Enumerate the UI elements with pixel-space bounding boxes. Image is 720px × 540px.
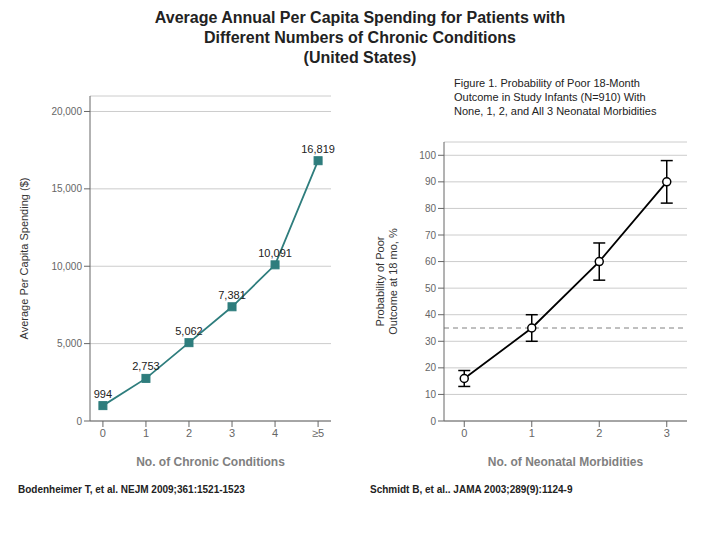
html-text:None, 1, 2, and All 3 Neonatal: None, 1, 2, and All 3 Neonatal Morbiditi… <box>454 105 657 117</box>
svg-text:5,062: 5,062 <box>175 325 203 337</box>
svg-text:0: 0 <box>100 427 106 439</box>
svg-text:50: 50 <box>425 283 437 294</box>
html-text:Outcome in Study Infants (N=91: Outcome in Study Infants (N=910) With <box>454 91 646 103</box>
svg-text:10: 10 <box>425 389 437 400</box>
html-text:(United States): (United States) <box>303 49 417 66</box>
html-text:Average Annual Per Capita Spen: Average Annual Per Capita Spending for P… <box>154 9 566 26</box>
svg-text:7,381: 7,381 <box>218 289 246 301</box>
svg-text:10,000: 10,000 <box>51 261 82 272</box>
svg-text:No. of Chronic Conditions: No. of Chronic Conditions <box>136 455 285 469</box>
svg-text:2,753: 2,753 <box>132 360 160 372</box>
svg-text:3: 3 <box>229 427 235 439</box>
svg-text:20,000: 20,000 <box>51 106 82 117</box>
svg-text:994: 994 <box>94 388 112 400</box>
svg-text:4: 4 <box>272 427 278 439</box>
svg-text:15,000: 15,000 <box>51 183 82 194</box>
html-text:Different Numbers of Chronic C: Different Numbers of Chronic Conditions <box>204 29 516 46</box>
svg-text:No. of Neonatal Morbidities: No. of Neonatal Morbidities <box>488 455 644 469</box>
svg-text:16,819: 16,819 <box>301 143 335 155</box>
svg-text:0: 0 <box>430 416 436 427</box>
svg-text:0: 0 <box>76 416 82 427</box>
svg-text:60: 60 <box>425 256 437 267</box>
html-text:Bodenheimer T, et al. NEJM 200: Bodenheimer T, et al. NEJM 2009;361:1521… <box>18 484 245 495</box>
svg-text:70: 70 <box>425 230 437 241</box>
svg-text:80: 80 <box>425 203 437 214</box>
svg-text:1: 1 <box>529 427 535 439</box>
svg-text:40: 40 <box>425 309 437 320</box>
svg-text:30: 30 <box>425 336 437 347</box>
svg-text:0: 0 <box>461 427 467 439</box>
svg-text:2: 2 <box>186 427 192 439</box>
svg-text:5,000: 5,000 <box>57 338 82 349</box>
svg-text:≥5: ≥5 <box>312 427 324 439</box>
svg-text:100: 100 <box>419 150 436 161</box>
svg-text:3: 3 <box>664 427 670 439</box>
svg-text:Average Per Capita Spending ($: Average Per Capita Spending ($) <box>18 178 30 340</box>
svg-text:1: 1 <box>143 427 149 439</box>
svg-text:90: 90 <box>425 176 437 187</box>
html-text:Figure 1. Probability of Poor: Figure 1. Probability of Poor 18-Month <box>454 77 640 89</box>
svg-text:10,091: 10,091 <box>258 247 292 259</box>
svg-text:Probability of PoorOutcome at: Probability of PoorOutcome at 18 mo, % <box>374 228 399 335</box>
svg-text:20: 20 <box>425 362 437 373</box>
svg-text:2: 2 <box>596 427 602 439</box>
html-text:Schmidt B, et al.. JAMA 2003;2: Schmidt B, et al.. JAMA 2003;289(9):1124… <box>370 484 573 495</box>
